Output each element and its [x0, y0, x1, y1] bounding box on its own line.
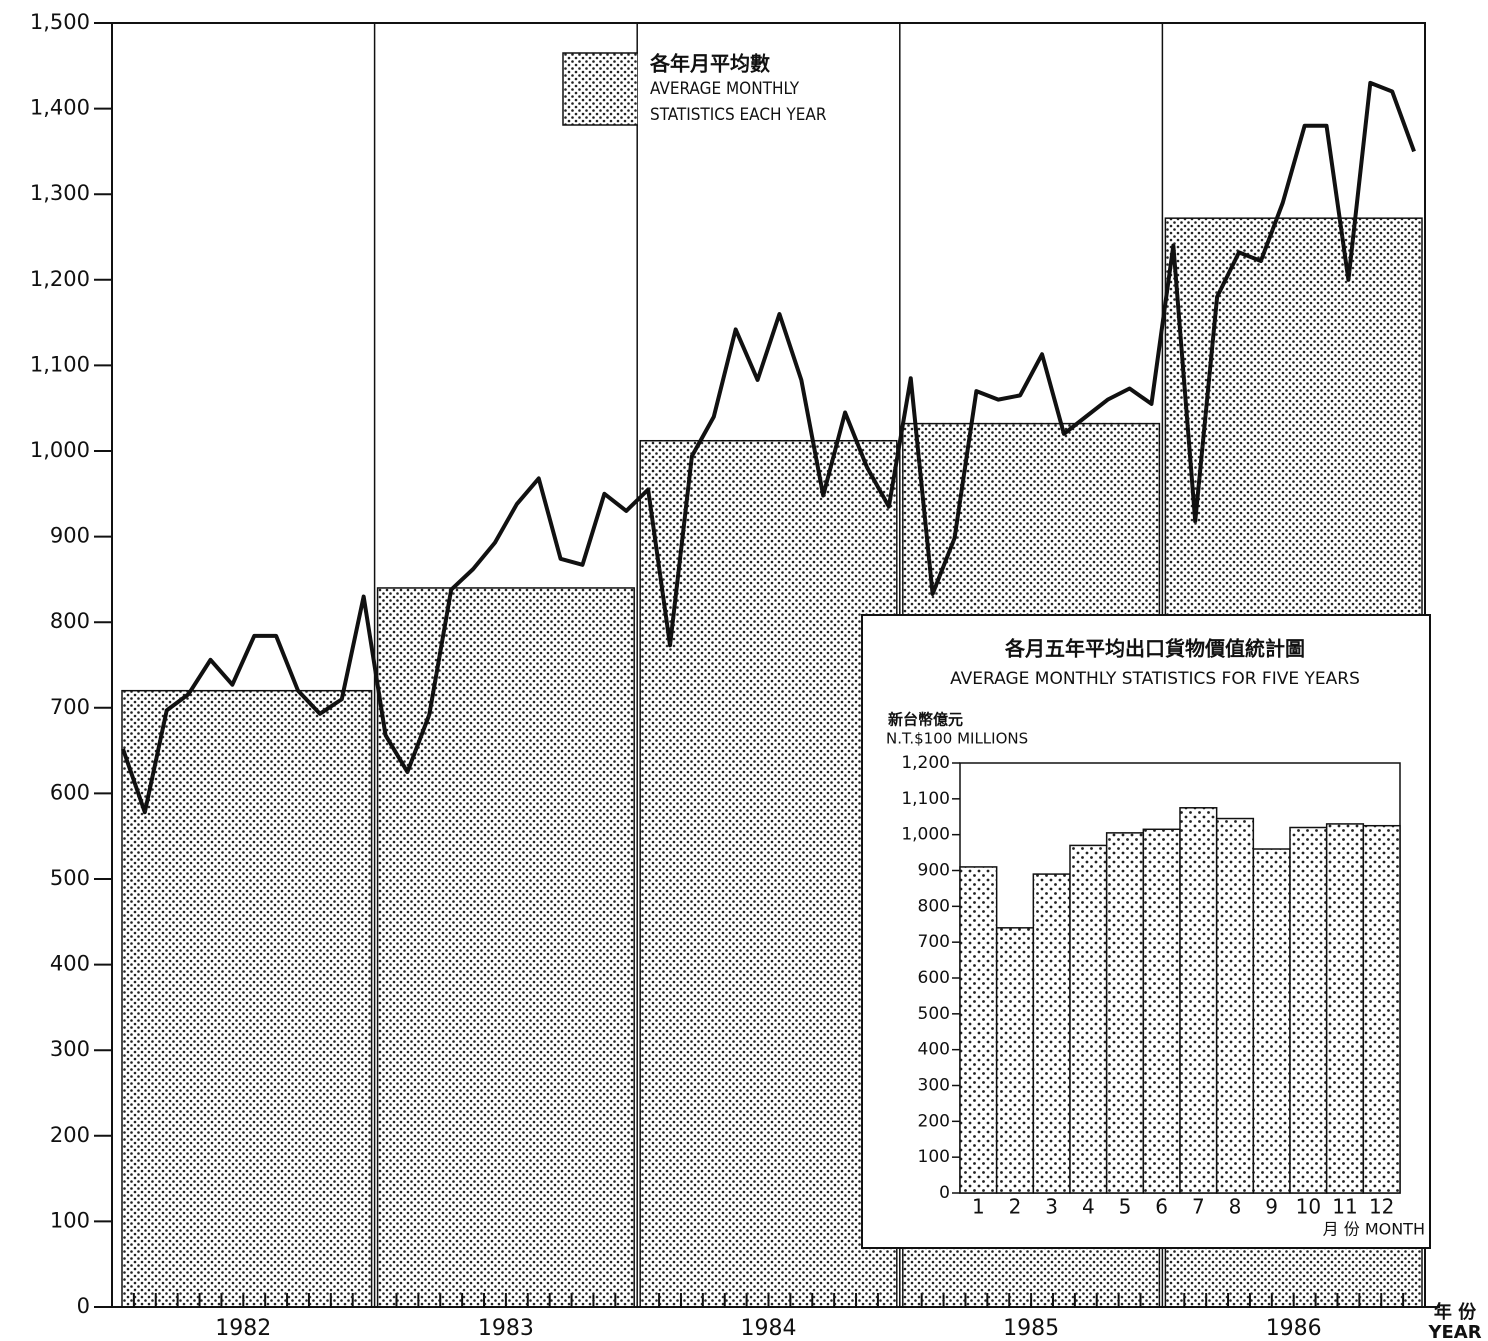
y-tick-label: 300 — [50, 1037, 90, 1061]
y-tick-label: 800 — [918, 896, 950, 916]
legend-label: AVERAGE MONTHLY — [650, 79, 800, 99]
bar — [1142, 828, 1181, 1194]
x-tick-label: 10 — [1296, 1195, 1321, 1219]
bar — [1362, 824, 1401, 1194]
x-tick-label: 1984 — [741, 1316, 797, 1341]
y-tick-label: 1,400 — [30, 96, 90, 120]
bar — [1325, 823, 1365, 1194]
y-axis-label: 新台幣億元 — [888, 711, 963, 729]
y-tick-label: 1,100 — [30, 352, 90, 376]
y-tick-label: 1,000 — [30, 438, 90, 462]
x-tick-label: 5 — [1119, 1195, 1132, 1219]
y-tick-label: 900 — [50, 524, 90, 548]
x-tick-label: 6 — [1155, 1195, 1168, 1219]
bar — [1179, 807, 1218, 1194]
legend-swatch — [562, 52, 639, 126]
monthly-line — [121, 80, 1416, 815]
y-tick-label: 0 — [939, 1183, 950, 1203]
y-tick-label: 1,100 — [901, 789, 950, 809]
x-tick-label: 1986 — [1266, 1316, 1322, 1341]
y-tick-label: 1,200 — [30, 267, 90, 291]
x-axis-label: 月 份 MONTH — [1323, 1220, 1425, 1239]
y-tick-label: 200 — [918, 1111, 950, 1131]
y-tick-label: 1,500 — [30, 10, 90, 34]
x-tick-label: 11 — [1332, 1195, 1357, 1219]
y-tick-label: 500 — [918, 1004, 950, 1024]
yearly-average — [121, 689, 373, 1308]
y-tick-label: 1,200 — [901, 753, 950, 773]
legend-label: 各年月平均數 — [649, 52, 770, 76]
bar — [1032, 873, 1071, 1194]
y-tick-label: 500 — [50, 866, 90, 890]
bar — [1105, 832, 1145, 1194]
bar — [1289, 826, 1328, 1194]
y-axis-label: N.T.$100 MILLIONS — [886, 730, 1028, 748]
yearly-average — [376, 587, 635, 1308]
y-tick-label: 600 — [918, 968, 950, 988]
y-tick-label: 900 — [918, 861, 950, 881]
x-tick-label: 7 — [1192, 1195, 1205, 1219]
bar — [1069, 844, 1108, 1194]
x-tick-label: 12 — [1369, 1195, 1394, 1219]
x-tick-label: 1983 — [478, 1316, 534, 1341]
x-tick-label: 1 — [972, 1195, 985, 1219]
y-tick-label: 600 — [50, 780, 90, 804]
x-axis-label: YEAR — [1427, 1322, 1481, 1341]
y-tick-label: 300 — [918, 1076, 950, 1096]
y-tick-label: 700 — [918, 932, 950, 952]
legend-box — [638, 45, 868, 135]
y-tick-label: 1,000 — [901, 825, 950, 845]
inset-title: 各月五年平均出口貨物價值統計圖 — [1004, 637, 1305, 661]
y-tick-label: 400 — [918, 1040, 950, 1060]
x-tick-label: 1982 — [215, 1316, 271, 1341]
x-tick-label: 2 — [1009, 1195, 1022, 1219]
bar — [1252, 848, 1291, 1194]
y-tick-label: 0 — [77, 1294, 90, 1318]
legend-label: STATISTICS EACH YEAR — [650, 105, 827, 125]
y-tick-label: 400 — [50, 952, 90, 976]
y-tick-label: 1,300 — [30, 181, 90, 205]
x-tick-label: 8 — [1229, 1195, 1242, 1219]
inset-subtitle: AVERAGE MONTHLY STATISTICS FOR FIVE YEAR… — [950, 669, 1360, 689]
x-tick-label: 3 — [1045, 1195, 1058, 1219]
bar — [1215, 817, 1255, 1194]
bar — [959, 866, 998, 1194]
y-tick-label: 700 — [50, 695, 90, 719]
y-tick-label: 800 — [50, 609, 90, 633]
y-tick-label: 100 — [918, 1147, 950, 1167]
x-tick-label: 9 — [1265, 1195, 1278, 1219]
y-tick-label: 200 — [50, 1123, 90, 1147]
x-tick-label: 1985 — [1003, 1316, 1059, 1341]
x-tick-label: 4 — [1082, 1195, 1095, 1219]
y-tick-label: 100 — [50, 1208, 90, 1232]
bar — [995, 927, 1035, 1194]
x-axis-label: 年 份 — [1434, 1301, 1477, 1323]
yearly-average — [639, 439, 898, 1308]
